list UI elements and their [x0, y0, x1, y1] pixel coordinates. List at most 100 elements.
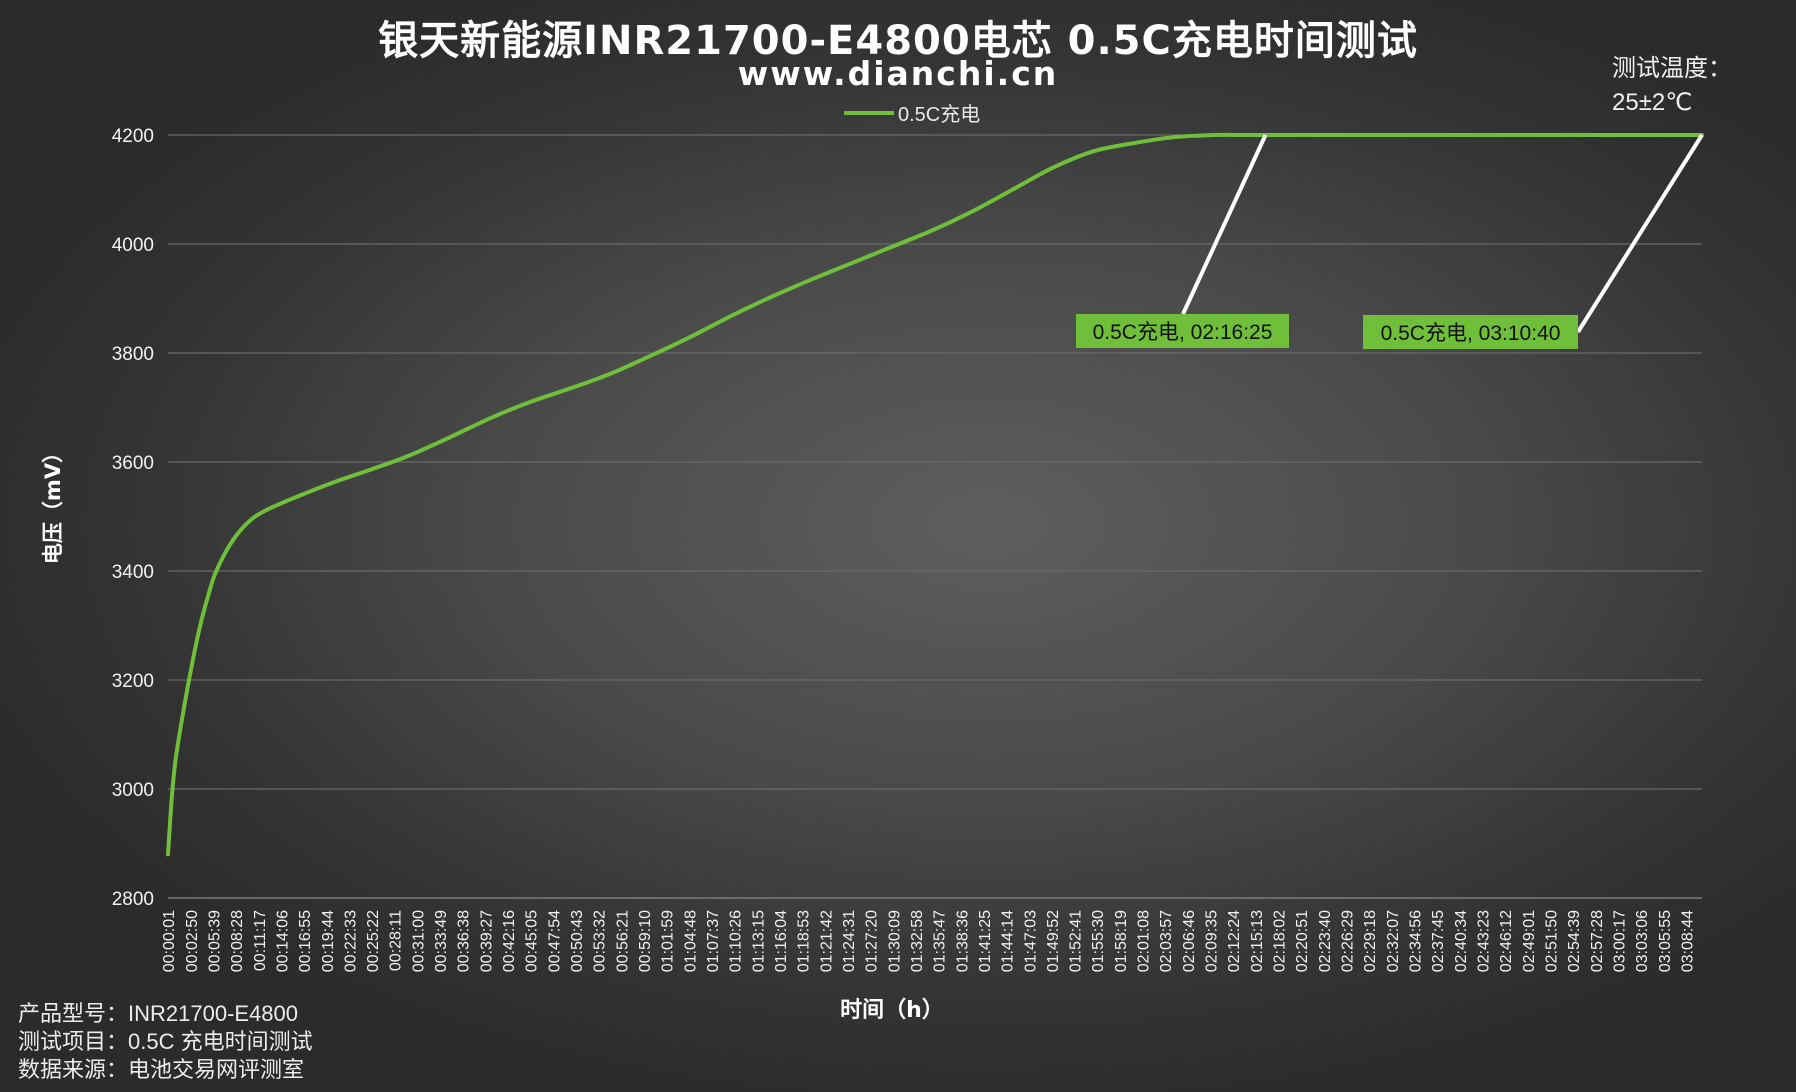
test-temperature-label: 测试温度： — [1612, 55, 1732, 82]
x-tick-label: 00:36:38 — [456, 910, 473, 972]
x-tick-label: 00:25:22 — [365, 910, 382, 972]
series-group — [166, 132, 1704, 857]
x-tick-label: 01:49:52 — [1045, 910, 1062, 972]
x-tick-label: 01:30:09 — [886, 910, 903, 972]
x-tick-label: 01:35:47 — [932, 910, 949, 972]
legend-label: 0.5C充电 — [898, 104, 981, 126]
x-tick-label: 01:01:59 — [660, 910, 677, 972]
y-tick-labels: 2800 3000 3200 3400 3600 3800 4000 4200 — [112, 126, 154, 910]
x-tick-label: 01:24:31 — [841, 910, 858, 972]
y-tick-label: 2800 — [112, 889, 154, 910]
y-tick-label: 3000 — [112, 780, 154, 801]
x-tick-label: 00:59:10 — [637, 910, 654, 972]
x-tick-label: 02:51:50 — [1543, 910, 1560, 972]
y-tick-label: 4000 — [112, 235, 154, 256]
x-tick-label: 02:34:56 — [1407, 910, 1424, 972]
y-tick-label: 3800 — [112, 344, 154, 365]
x-tick-label: 01:16:04 — [773, 910, 790, 972]
annotation-leader — [1576, 133, 1704, 334]
legend: 0.5C充电 — [844, 98, 980, 127]
x-tick-label: 02:43:23 — [1475, 910, 1492, 972]
x-tick-label: 02:03:57 — [1158, 910, 1175, 972]
x-tick-label: 02:54:39 — [1566, 910, 1583, 972]
x-tick-label: 00:53:32 — [592, 910, 609, 972]
x-tick-label: 03:00:17 — [1611, 910, 1628, 972]
x-tick-label: 00:47:54 — [546, 910, 563, 972]
x-tick-label: 01:47:03 — [1022, 910, 1039, 972]
x-tick-label: 02:20:51 — [1294, 910, 1311, 972]
x-tick-label: 01:44:14 — [1000, 910, 1017, 972]
x-tick-label: 01:10:26 — [728, 910, 745, 972]
x-tick-label: 02:32:07 — [1385, 910, 1402, 972]
x-tick-label: 03:03:06 — [1634, 910, 1651, 972]
y-tick-label: 3600 — [112, 453, 154, 474]
x-tick-label: 00:33:49 — [433, 910, 450, 972]
x-tick-label: 02:37:45 — [1430, 910, 1447, 972]
x-tick-label: 01:21:42 — [818, 910, 835, 972]
x-tick-label: 02:06:46 — [1181, 910, 1198, 972]
x-tick-label: 00:11:17 — [252, 910, 269, 971]
x-tick-label: 01:18:53 — [796, 910, 813, 972]
x-tick-label: 01:07:37 — [705, 910, 722, 972]
x-tick-label: 00:08:28 — [229, 910, 246, 972]
annotation-box — [1363, 315, 1578, 349]
chart-title: 银天新能源INR21700-E4800电芯 0.5C充电时间测试 — [378, 18, 1418, 64]
x-tick-labels: 00:00:01 00:02:50 00:05:39 00:08:28 00:11:17… — [161, 910, 1696, 972]
x-tick-label: 03:05:55 — [1657, 910, 1674, 972]
x-tick-label: 02:29:18 — [1362, 910, 1379, 972]
x-tick-label: 02:01:08 — [1136, 910, 1153, 972]
x-tick-label: 02:49:01 — [1521, 910, 1538, 972]
x-tick-label: 01:13:15 — [750, 910, 767, 972]
x-tick-label: 01:41:25 — [977, 910, 994, 972]
x-tick-label: 00:45:05 — [524, 910, 541, 972]
x-tick-label: 00:19:44 — [320, 910, 337, 972]
x-tick-label: 03:08:44 — [1679, 910, 1696, 972]
x-tick-label: 01:38:36 — [954, 910, 971, 972]
chart-subtitle: www.dianchi.cn — [737, 54, 1059, 93]
legend-swatch — [844, 110, 894, 115]
x-tick-label: 00:39:27 — [478, 910, 495, 972]
y-axis-label: 电压（mV） — [41, 442, 65, 564]
info-source: 数据来源：电池交易网评测室 — [18, 1057, 305, 1082]
x-tick-label: 02:46:12 — [1498, 910, 1515, 972]
x-tick-label: 00:31:00 — [410, 910, 427, 972]
x-tick-label: 01:04:48 — [682, 910, 699, 972]
info-model: 产品型号：INR21700-E4800 — [18, 1001, 299, 1026]
annotation-leader — [1181, 134, 1268, 315]
y-tick-label: 3200 — [112, 671, 154, 692]
x-tick-label: 01:52:41 — [1068, 910, 1085, 972]
test-temperature: 测试温度： 25±2℃ — [1612, 52, 1732, 120]
x-tick-label: 02:12:24 — [1226, 910, 1243, 972]
x-tick-label: 00:56:21 — [614, 910, 631, 972]
x-tick-label: 00:42:16 — [501, 910, 518, 972]
x-tick-label: 00:28:11 — [388, 910, 405, 971]
annotation-box — [1076, 314, 1289, 348]
x-tick-label: 02:15:13 — [1249, 910, 1266, 972]
info-block: 产品型号：INR21700-E4800 测试项目：0.5C 充电时间测试 数据来… — [18, 1000, 313, 1084]
x-tick-label: 00:14:06 — [274, 910, 291, 972]
x-tick-label: 02:23:40 — [1317, 910, 1334, 972]
x-tick-label: 02:40:34 — [1453, 910, 1470, 972]
x-tick-label: 00:50:43 — [569, 910, 586, 972]
x-axis-label: 时间（h） — [840, 998, 944, 1023]
y-tick-label: 4200 — [112, 126, 154, 147]
annotation-label: 0.5C充电, 03:10:40 — [1381, 322, 1561, 345]
test-temperature-value: 25±2℃ — [1612, 89, 1693, 116]
x-tick-label: 00:00:01 — [161, 910, 178, 972]
y-tick-label: 3400 — [112, 562, 154, 583]
x-tick-label: 01:32:58 — [909, 910, 926, 972]
x-tick-label: 02:18:02 — [1272, 910, 1289, 972]
annotation-label: 0.5C充电, 02:16:25 — [1093, 321, 1273, 344]
x-tick-label: 02:57:28 — [1589, 910, 1606, 972]
x-tick-label: 00:02:50 — [184, 910, 201, 972]
x-tick-label: 01:58:19 — [1113, 910, 1130, 972]
annotations: 0.5C充电, 02:16:25 0.5C充电, 03:10:40 — [1076, 133, 1704, 349]
info-project: 测试项目：0.5C 充电时间测试 — [18, 1029, 313, 1054]
x-tick-label: 00:22:33 — [342, 910, 359, 972]
series-line — [166, 132, 1704, 857]
x-tick-label: 02:26:29 — [1340, 910, 1357, 972]
x-tick-label: 01:55:30 — [1090, 910, 1107, 972]
x-tick-label: 00:05:39 — [206, 910, 223, 972]
x-tick-label: 02:09:35 — [1204, 910, 1221, 972]
x-tick-label: 01:27:20 — [864, 910, 881, 972]
